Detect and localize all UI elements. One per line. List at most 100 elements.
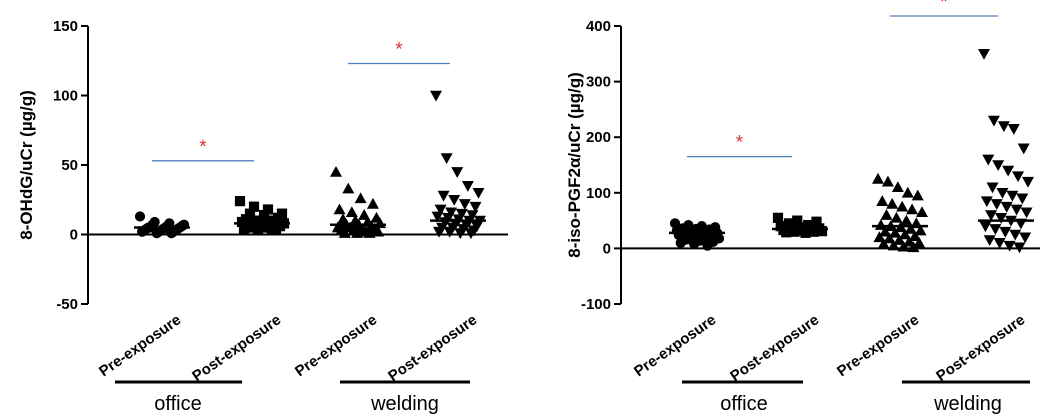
circle-marker [702,240,713,251]
triangle-down-marker [1022,176,1034,188]
triangle-down-marker [458,199,471,210]
circle-marker [689,238,700,250]
triangle-down-marker [1002,165,1015,177]
group-label: welding [370,393,439,415]
triangle-up-marker [879,225,892,237]
triangle-down-marker [982,154,995,166]
triangle-down-marker [1003,240,1016,252]
square-marker [816,226,828,237]
y-axis-label: 8-iso-PGF2α/uCr (µg/g) [565,72,584,258]
series-triangle-up [330,165,386,238]
triangle-down-marker [997,121,1010,133]
triangle-down-marker [983,235,996,247]
triangle-up-marker [913,236,926,248]
triangle-down-marker [455,208,468,220]
triangle-down-marker [1017,143,1030,155]
triangle-up-marker [904,222,917,234]
series-triangle-down [978,49,1034,254]
triangle-down-marker [1007,124,1020,135]
triangle-up-marker [908,230,921,241]
triangle-down-marker [1010,204,1023,216]
y-tick-label: 400 [586,18,611,35]
group-label: welding [933,393,1002,415]
triangle-down-marker [1019,232,1032,244]
square-marker [789,226,800,237]
x-category-label: Pre-exposure [834,311,922,380]
y-tick-label: 0 [70,227,78,244]
triangle-down-marker [989,224,1002,235]
x-category-label: Pre-exposure [96,311,184,380]
triangle-up-marker [881,175,894,187]
triangle-down-marker [1006,190,1019,202]
triangle-up-marker [906,203,919,215]
triangle-up-marker [880,209,893,220]
triangle-up-marker [897,240,910,252]
triangle-down-marker [437,190,450,202]
triangle-up-marker [330,165,342,177]
square-marker [266,225,278,236]
triangle-down-marker [1013,242,1026,254]
triangle-up-marker [363,227,376,238]
square-marker [238,223,250,235]
triangle-down-marker [466,210,479,222]
triangle-up-marker [877,237,890,249]
x-category-label: Post-exposure [727,311,822,385]
x-category-label: Pre-exposure [631,311,719,380]
triangle-down-marker [1012,171,1025,183]
triangle-up-marker [907,241,920,253]
series-square [234,196,290,236]
triangle-up-marker [891,181,904,193]
circle-marker [166,228,177,239]
significance-star: * [940,0,948,13]
y-tick-label: 300 [586,74,611,91]
triangle-down-marker [464,228,477,240]
significance-star: * [395,40,403,61]
triangle-down-marker [999,226,1012,238]
y-axis-label: 8-OHdG/uCr (µg/g) [17,90,36,240]
triangle-up-marker [893,234,906,245]
series-circle [669,218,725,251]
triangle-up-marker [886,197,899,209]
triangle-down-marker [987,115,1000,127]
triangle-up-marker [872,172,884,184]
y-tick-label: 200 [586,129,611,146]
square-marker [262,204,274,215]
triangle-down-marker [1020,207,1033,219]
x-category-label: Post-exposure [385,311,480,385]
triangle-down-marker [1016,193,1029,205]
triangle-up-marker [911,189,924,201]
y-tick-label: 100 [586,185,611,202]
triangle-down-marker [986,182,999,194]
triangle-down-marker [433,226,446,238]
square-marker [800,227,811,238]
triangle-up-marker [901,186,914,198]
x-category-label: Pre-exposure [292,311,380,380]
triangle-up-marker [889,226,902,238]
square-marker [783,218,795,229]
square-marker [252,225,264,236]
triangle-down-marker [990,199,1003,210]
triangle-down-marker [995,213,1008,224]
triangle-up-marker [898,228,911,240]
group-label: office [154,393,201,415]
triangle-down-marker [461,181,474,192]
triangle-down-marker [993,238,1006,249]
triangle-up-marker [372,225,385,237]
square-marker [792,215,803,226]
triangle-up-marker [333,203,346,215]
panel-8ohdg: -50 0 50 100 150 8-OHdG/uCr (µg/g) Pre-exposur… [17,18,508,415]
panel-8iso-pgf2a: -100 0 100 200 300 400 8-iso-PGF2α/uCr (µg/g) P… [565,0,1040,415]
triangle-up-marker [354,192,367,204]
circle-marker [134,211,146,222]
triangle-down-marker [469,201,482,213]
group-label: office [720,393,767,415]
triangle-up-marker [883,232,896,244]
y-tick-label: 150 [53,18,78,35]
circle-marker [675,237,686,248]
square-marker [248,201,260,212]
triangle-down-marker [440,153,453,165]
triangle-down-marker [431,211,444,223]
square-marker [811,216,822,227]
significance-star: * [736,133,744,154]
series-triangle-down [430,90,486,240]
